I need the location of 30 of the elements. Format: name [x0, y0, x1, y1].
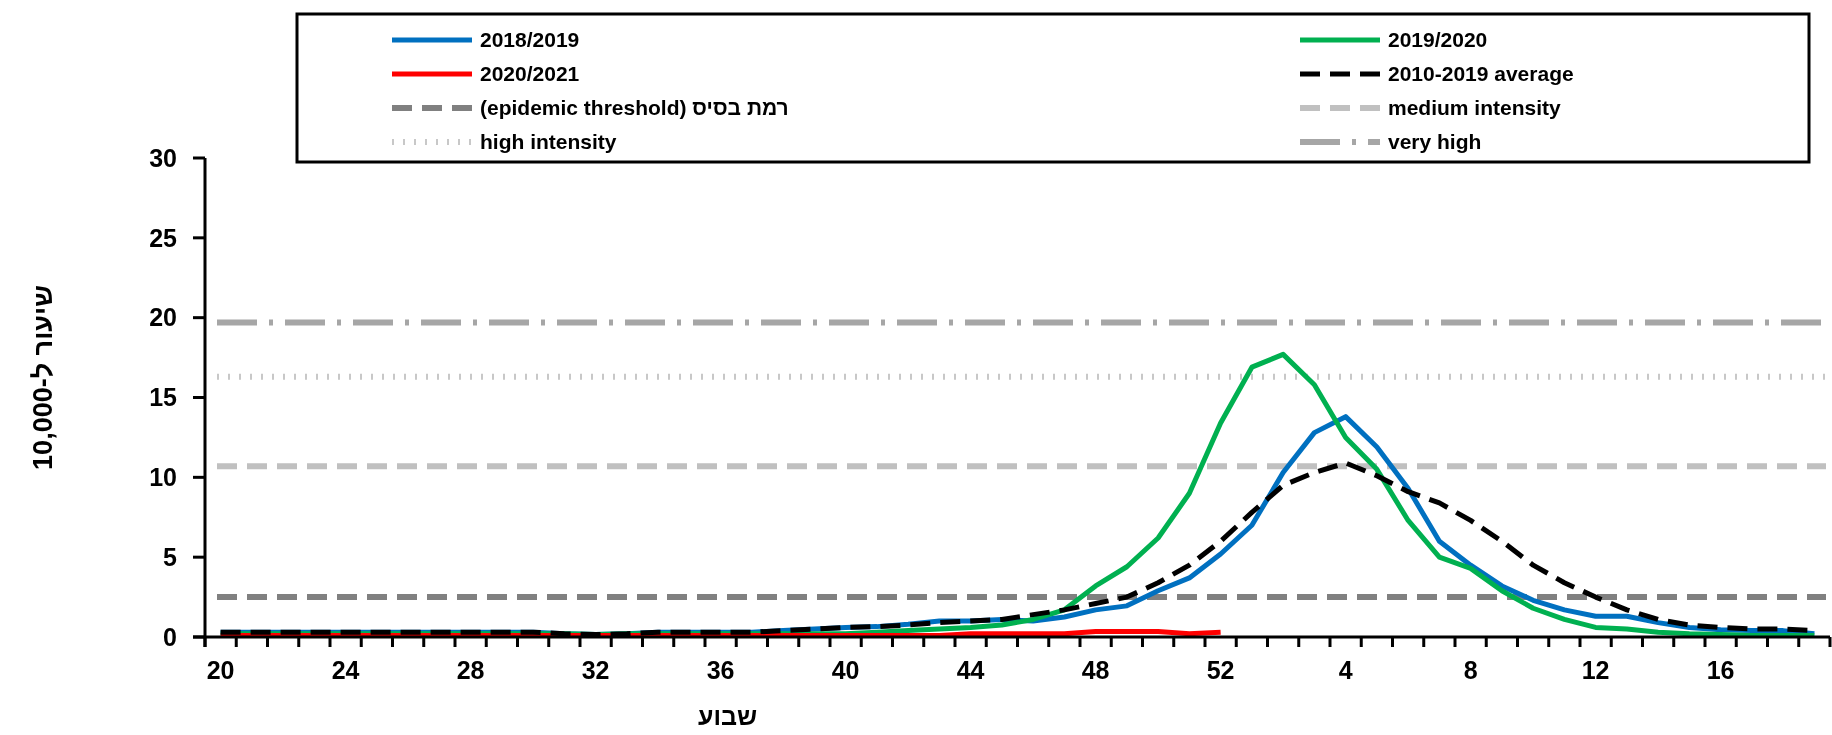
x-tick-label: 32	[581, 656, 610, 684]
x-tick-label: 44	[956, 656, 985, 684]
y-tick-label: 15	[149, 383, 178, 412]
x-tick-label: 4	[1338, 656, 1353, 684]
x-tick-label: 52	[1206, 656, 1235, 684]
y-tick-label: 25	[149, 223, 178, 252]
y-axis-title: שיעור ל-10,000	[28, 285, 58, 470]
legend-label: very high	[1388, 130, 1482, 154]
x-tick-label: 12	[1581, 656, 1610, 684]
legend-label: medium intensity	[1388, 96, 1562, 120]
x-tick-label: 24	[331, 656, 360, 684]
legend-label: 2020/2021	[480, 62, 580, 86]
legend-label: 2018/2019	[480, 28, 580, 52]
x-tick-label: 40	[831, 656, 860, 684]
legend-label: high intensity	[480, 130, 617, 154]
y-tick-label: 10	[149, 463, 177, 492]
y-tick-label: 5	[163, 542, 178, 571]
y-tick-label: 30	[149, 143, 177, 172]
legend-label: 2010-2019 average	[1388, 62, 1574, 86]
y-tick-label: 20	[149, 303, 177, 332]
x-tick-label: 48	[1081, 656, 1110, 684]
x-tick-label: 28	[456, 656, 485, 684]
x-tick-label: 16	[1706, 656, 1735, 684]
x-tick-label: 36	[706, 656, 735, 684]
legend-label: 2019/2020	[1388, 28, 1488, 52]
x-tick-label: 8	[1463, 656, 1478, 684]
y-tick-label: 0	[163, 622, 177, 651]
legend-label: (epidemic threshold) רמת בסיס	[480, 96, 789, 120]
x-axis-title: שבוע	[697, 702, 758, 730]
x-tick-label: 20	[206, 656, 235, 684]
